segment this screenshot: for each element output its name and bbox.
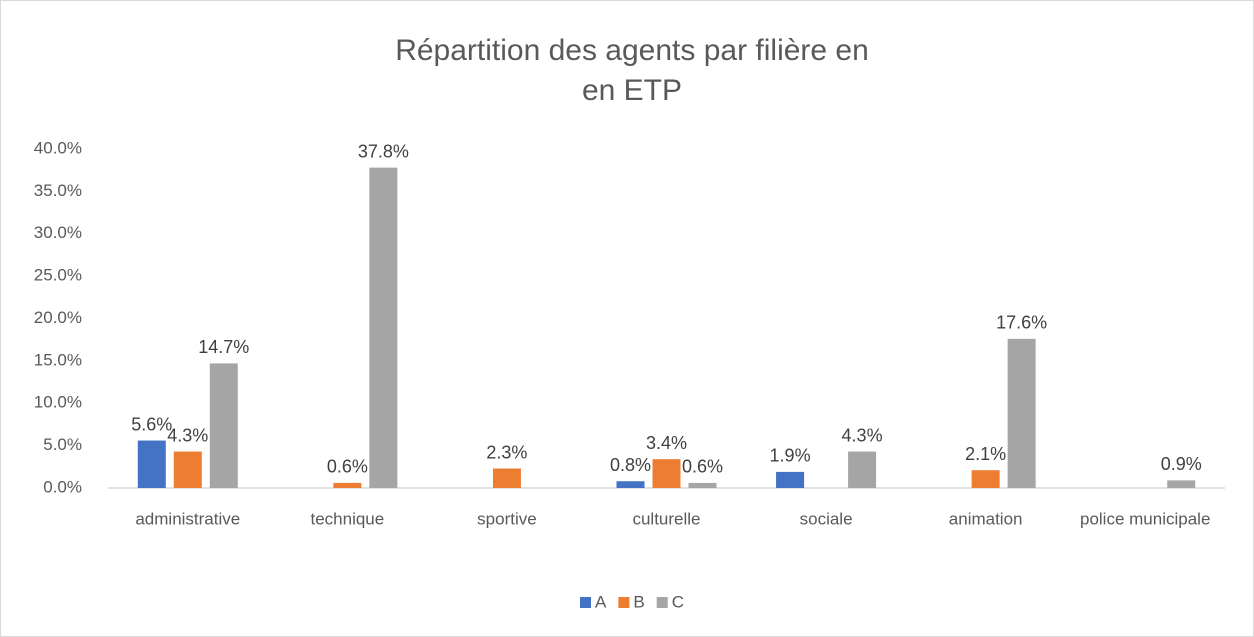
y-tick-label: 40.0% (34, 138, 82, 157)
x-tick-label: administrative (135, 509, 240, 528)
y-tick-label: 0.0% (43, 477, 82, 496)
x-tick-label: animation (949, 509, 1023, 528)
bar (137, 440, 166, 488)
data-label: 0.9% (1161, 454, 1202, 474)
bar (333, 482, 362, 488)
data-label: 1.9% (770, 446, 811, 466)
x-tick-label: police municipale (1080, 509, 1210, 528)
data-label: 3.4% (646, 433, 687, 453)
chart-title: en ETP (582, 74, 682, 107)
bar (173, 451, 202, 488)
bar (616, 481, 645, 488)
bar (369, 167, 398, 488)
legend-swatch (618, 597, 630, 608)
x-tick-label: culturelle (632, 509, 700, 528)
y-tick-label: 5.0% (43, 435, 82, 454)
bar (776, 471, 805, 488)
y-tick-label: 15.0% (34, 350, 82, 369)
bar (688, 482, 717, 488)
data-label: 0.8% (610, 455, 651, 475)
data-label: 2.3% (486, 442, 527, 462)
x-tick-label: sportive (477, 509, 537, 528)
bar (652, 459, 681, 488)
bar (1167, 480, 1196, 488)
data-label: 4.3% (842, 425, 883, 445)
legend-swatch (656, 597, 668, 608)
data-label: 17.6% (996, 313, 1047, 333)
y-tick-label: 10.0% (34, 393, 82, 412)
legend-swatch (580, 597, 592, 608)
data-label: 2.1% (965, 444, 1006, 464)
bar (492, 468, 521, 488)
bar (1007, 338, 1036, 488)
y-tick-label: 20.0% (34, 308, 82, 327)
data-label: 0.6% (327, 457, 368, 477)
data-label: 14.7% (198, 337, 249, 357)
y-tick-label: 30.0% (34, 223, 82, 242)
legend-label: C (672, 592, 684, 611)
chart-title: Répartition des agents par filière en (395, 34, 869, 67)
y-tick-label: 35.0% (34, 181, 82, 200)
data-label: 0.6% (682, 457, 723, 477)
legend-label: A (595, 592, 607, 611)
x-tick-label: technique (310, 509, 384, 528)
legend-label: B (633, 592, 644, 611)
data-label: 5.6% (131, 414, 172, 434)
data-label: 4.3% (167, 425, 208, 445)
bar (209, 363, 238, 488)
data-label: 37.8% (358, 141, 409, 161)
x-tick-label: sociale (800, 509, 853, 528)
bar (848, 451, 877, 488)
y-tick-label: 25.0% (34, 266, 82, 285)
bar (971, 470, 1000, 488)
